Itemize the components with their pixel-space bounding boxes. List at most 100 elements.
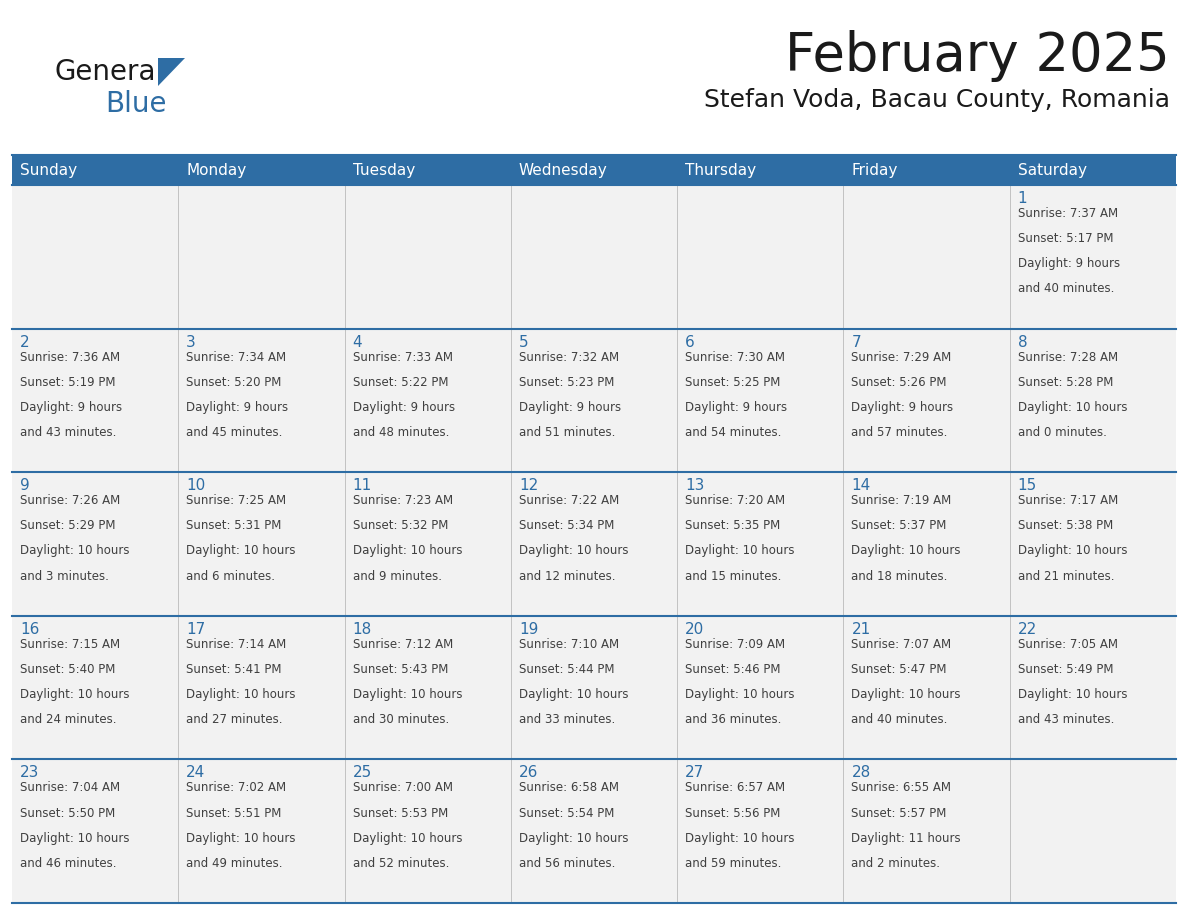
Text: and 30 minutes.: and 30 minutes. (353, 713, 449, 726)
Text: General: General (55, 58, 164, 86)
Text: Sunset: 5:38 PM: Sunset: 5:38 PM (1018, 520, 1113, 532)
Text: and 12 minutes.: and 12 minutes. (519, 569, 615, 583)
Text: Sunrise: 7:19 AM: Sunrise: 7:19 AM (852, 494, 952, 508)
Text: Sunset: 5:20 PM: Sunset: 5:20 PM (187, 375, 282, 388)
Text: Daylight: 10 hours: Daylight: 10 hours (852, 544, 961, 557)
Text: Daylight: 9 hours: Daylight: 9 hours (519, 401, 621, 414)
Text: Sunrise: 7:29 AM: Sunrise: 7:29 AM (852, 351, 952, 364)
Text: and 18 minutes.: and 18 minutes. (852, 569, 948, 583)
Text: 2: 2 (20, 334, 30, 350)
Bar (12, 759, 1176, 903)
Text: Sunset: 5:19 PM: Sunset: 5:19 PM (20, 375, 115, 388)
Text: and 45 minutes.: and 45 minutes. (187, 426, 283, 439)
Text: Daylight: 10 hours: Daylight: 10 hours (353, 832, 462, 845)
Text: Daylight: 9 hours: Daylight: 9 hours (1018, 257, 1120, 270)
Text: Sunset: 5:50 PM: Sunset: 5:50 PM (20, 807, 115, 820)
Text: Sunset: 5:53 PM: Sunset: 5:53 PM (353, 807, 448, 820)
Text: Sunset: 5:26 PM: Sunset: 5:26 PM (852, 375, 947, 388)
Text: 9: 9 (20, 478, 30, 493)
Text: Daylight: 10 hours: Daylight: 10 hours (20, 688, 129, 701)
Text: Sunset: 5:25 PM: Sunset: 5:25 PM (685, 375, 781, 388)
Text: and 43 minutes.: and 43 minutes. (20, 426, 116, 439)
Bar (12, 472, 1176, 616)
Text: 19: 19 (519, 621, 538, 637)
Text: Wednesday: Wednesday (519, 162, 607, 177)
Text: Thursday: Thursday (685, 162, 757, 177)
Text: Daylight: 10 hours: Daylight: 10 hours (519, 832, 628, 845)
Text: and 40 minutes.: and 40 minutes. (852, 713, 948, 726)
Text: and 33 minutes.: and 33 minutes. (519, 713, 615, 726)
Text: Stefan Voda, Bacau County, Romania: Stefan Voda, Bacau County, Romania (704, 88, 1170, 112)
Text: Sunset: 5:57 PM: Sunset: 5:57 PM (852, 807, 947, 820)
Text: Sunset: 5:54 PM: Sunset: 5:54 PM (519, 807, 614, 820)
Text: Sunrise: 7:10 AM: Sunrise: 7:10 AM (519, 638, 619, 651)
Text: Saturday: Saturday (1018, 162, 1087, 177)
Text: Sunset: 5:47 PM: Sunset: 5:47 PM (852, 663, 947, 676)
Text: Sunset: 5:28 PM: Sunset: 5:28 PM (1018, 375, 1113, 388)
Text: Sunrise: 7:09 AM: Sunrise: 7:09 AM (685, 638, 785, 651)
Text: and 49 minutes.: and 49 minutes. (187, 856, 283, 869)
Text: 4: 4 (353, 334, 362, 350)
Text: Daylight: 10 hours: Daylight: 10 hours (1018, 688, 1127, 701)
Text: and 43 minutes.: and 43 minutes. (1018, 713, 1114, 726)
Text: Sunrise: 6:58 AM: Sunrise: 6:58 AM (519, 781, 619, 794)
Text: Sunset: 5:49 PM: Sunset: 5:49 PM (1018, 663, 1113, 676)
Text: Sunrise: 7:23 AM: Sunrise: 7:23 AM (353, 494, 453, 508)
Text: 10: 10 (187, 478, 206, 493)
Bar (12, 185, 1176, 329)
Text: Sunrise: 7:33 AM: Sunrise: 7:33 AM (353, 351, 453, 364)
Text: 28: 28 (852, 766, 871, 780)
Text: Sunset: 5:29 PM: Sunset: 5:29 PM (20, 520, 115, 532)
Text: 18: 18 (353, 621, 372, 637)
Text: Blue: Blue (105, 90, 166, 118)
Text: Sunday: Sunday (20, 162, 77, 177)
Text: and 54 minutes.: and 54 minutes. (685, 426, 782, 439)
Text: Daylight: 10 hours: Daylight: 10 hours (1018, 401, 1127, 414)
Text: Sunset: 5:31 PM: Sunset: 5:31 PM (187, 520, 282, 532)
Text: and 2 minutes.: and 2 minutes. (852, 856, 941, 869)
Text: and 57 minutes.: and 57 minutes. (852, 426, 948, 439)
Text: Friday: Friday (852, 162, 898, 177)
Bar (12, 329, 1176, 472)
Text: and 15 minutes.: and 15 minutes. (685, 569, 782, 583)
Text: and 52 minutes.: and 52 minutes. (353, 856, 449, 869)
Text: 20: 20 (685, 621, 704, 637)
Text: and 0 minutes.: and 0 minutes. (1018, 426, 1106, 439)
Text: 26: 26 (519, 766, 538, 780)
Text: 14: 14 (852, 478, 871, 493)
Text: Sunrise: 6:55 AM: Sunrise: 6:55 AM (852, 781, 952, 794)
Text: Daylight: 10 hours: Daylight: 10 hours (20, 832, 129, 845)
Text: Daylight: 10 hours: Daylight: 10 hours (1018, 544, 1127, 557)
Text: and 51 minutes.: and 51 minutes. (519, 426, 615, 439)
Text: Sunset: 5:35 PM: Sunset: 5:35 PM (685, 520, 781, 532)
Text: Daylight: 9 hours: Daylight: 9 hours (20, 401, 122, 414)
Text: Sunrise: 7:37 AM: Sunrise: 7:37 AM (1018, 207, 1118, 220)
Text: Sunrise: 7:32 AM: Sunrise: 7:32 AM (519, 351, 619, 364)
Text: 27: 27 (685, 766, 704, 780)
Text: Tuesday: Tuesday (353, 162, 415, 177)
Text: Sunrise: 7:22 AM: Sunrise: 7:22 AM (519, 494, 619, 508)
Text: and 36 minutes.: and 36 minutes. (685, 713, 782, 726)
Text: 6: 6 (685, 334, 695, 350)
Text: 12: 12 (519, 478, 538, 493)
Text: Sunrise: 7:30 AM: Sunrise: 7:30 AM (685, 351, 785, 364)
Text: 15: 15 (1018, 478, 1037, 493)
Text: Sunset: 5:46 PM: Sunset: 5:46 PM (685, 663, 781, 676)
Text: and 56 minutes.: and 56 minutes. (519, 856, 615, 869)
Text: Sunrise: 7:28 AM: Sunrise: 7:28 AM (1018, 351, 1118, 364)
Text: Sunset: 5:37 PM: Sunset: 5:37 PM (852, 520, 947, 532)
Text: and 9 minutes.: and 9 minutes. (353, 569, 442, 583)
Text: Sunset: 5:17 PM: Sunset: 5:17 PM (1018, 232, 1113, 245)
Text: 24: 24 (187, 766, 206, 780)
Text: 16: 16 (20, 621, 39, 637)
Bar (12, 616, 1176, 759)
Text: 25: 25 (353, 766, 372, 780)
Text: Sunset: 5:32 PM: Sunset: 5:32 PM (353, 520, 448, 532)
Text: and 46 minutes.: and 46 minutes. (20, 856, 116, 869)
Text: 1: 1 (1018, 191, 1028, 206)
Text: 3: 3 (187, 334, 196, 350)
Text: 7: 7 (852, 334, 861, 350)
Text: Sunrise: 7:15 AM: Sunrise: 7:15 AM (20, 638, 120, 651)
Text: Sunset: 5:22 PM: Sunset: 5:22 PM (353, 375, 448, 388)
Text: Daylight: 9 hours: Daylight: 9 hours (187, 401, 289, 414)
